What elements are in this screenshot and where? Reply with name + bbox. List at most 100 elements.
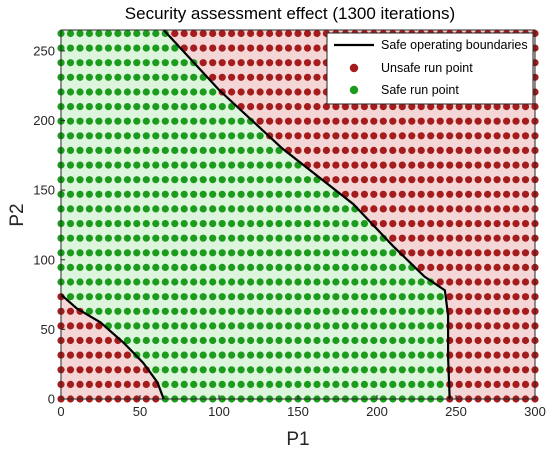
safe-run-point [228,380,236,388]
safe-run-point [199,351,207,359]
safe-run-point [171,205,179,213]
safe-run-point [332,234,340,242]
unsafe-run-point [256,117,264,125]
safe-run-point [370,249,378,257]
safe-run-point [228,351,236,359]
safe-run-point [294,351,302,359]
safe-run-point [275,366,283,374]
legend-label-boundary: Safe operating boundaries [381,38,528,52]
y-tick-label: 250 [33,43,55,58]
safe-run-point [161,322,169,330]
safe-run-point [142,249,150,257]
safe-run-point [313,234,321,242]
safe-run-point [161,190,169,198]
unsafe-run-point [66,366,75,374]
safe-run-point [161,176,169,184]
unsafe-run-point [484,322,492,330]
safe-run-point [351,263,359,271]
unsafe-run-point [484,263,492,271]
safe-run-point [427,293,435,301]
safe-run-point [284,278,293,286]
safe-run-point [370,234,378,242]
unsafe-run-point [389,176,397,184]
unsafe-run-point [408,161,416,169]
safe-run-point [180,103,188,111]
unsafe-run-point [76,336,84,345]
unsafe-run-point [493,380,501,388]
unsafe-run-point [284,44,293,52]
safe-run-point [294,336,302,345]
safe-run-point [76,146,84,154]
unsafe-run-point [417,103,425,111]
unsafe-run-point [493,322,501,330]
unsafe-run-point [379,190,387,198]
unsafe-run-point [294,44,302,52]
safe-run-point [123,220,131,228]
safe-run-point [152,73,160,81]
safe-run-point [341,366,349,374]
safe-run-point [247,380,255,388]
safe-run-point [76,205,84,213]
unsafe-run-point [247,88,255,96]
unsafe-run-point [484,161,492,169]
safe-run-point [66,44,75,52]
safe-run-point [294,293,302,301]
legend: Safe operating boundaries Unsafe run poi… [326,32,534,105]
safe-run-point [133,176,141,184]
unsafe-run-point [512,220,520,228]
unsafe-run-point [313,73,321,81]
legend-label-unsafe: Unsafe run point [381,61,473,75]
safe-run-point [190,146,198,154]
safe-run-point [199,161,207,169]
safe-run-point [408,307,416,315]
unsafe-run-point [322,161,330,169]
safe-run-point [152,88,160,96]
unsafe-run-point [360,132,368,140]
safe-run-point [152,117,160,125]
unsafe-run-point [465,263,473,271]
safe-run-point [66,73,75,81]
safe-run-point [142,220,150,228]
safe-run-point [104,293,112,301]
unsafe-run-point [351,117,359,125]
y-tick-label: 200 [33,113,55,128]
unsafe-run-point [436,234,444,242]
unsafe-run-point [66,351,75,359]
unsafe-run-point [455,351,463,359]
safe-run-point [180,59,188,67]
safe-run-point [275,351,283,359]
safe-run-point [218,293,226,301]
unsafe-run-point [427,249,435,257]
safe-run-point [379,307,387,315]
safe-run-point [332,263,340,271]
unsafe-run-point [521,146,530,154]
unsafe-run-point [95,380,103,388]
unsafe-run-point [389,234,397,242]
unsafe-run-point [247,73,255,81]
safe-run-point [152,336,160,345]
safe-run-point [114,220,122,228]
unsafe-run-point [484,380,492,388]
safe-run-point [389,249,397,257]
safe-run-point [161,73,169,81]
unsafe-run-point [465,293,473,301]
unsafe-run-point [247,29,255,38]
unsafe-run-point [76,351,84,359]
unsafe-run-point [436,146,444,154]
safe-run-point [171,103,179,111]
safe-run-point [142,278,150,286]
safe-run-point [123,278,131,286]
unsafe-run-point [341,117,349,125]
safe-run-point [180,249,188,257]
safe-run-point [209,117,217,125]
unsafe-run-point [209,44,217,52]
safe-run-point [190,263,198,271]
unsafe-run-point [474,307,482,315]
unsafe-run-point [436,249,444,257]
safe-run-point [114,88,122,96]
safe-run-point [237,293,245,301]
safe-run-point [303,351,312,359]
safe-run-point [237,366,245,374]
unsafe-run-point [446,190,454,198]
unsafe-run-point [521,132,530,140]
